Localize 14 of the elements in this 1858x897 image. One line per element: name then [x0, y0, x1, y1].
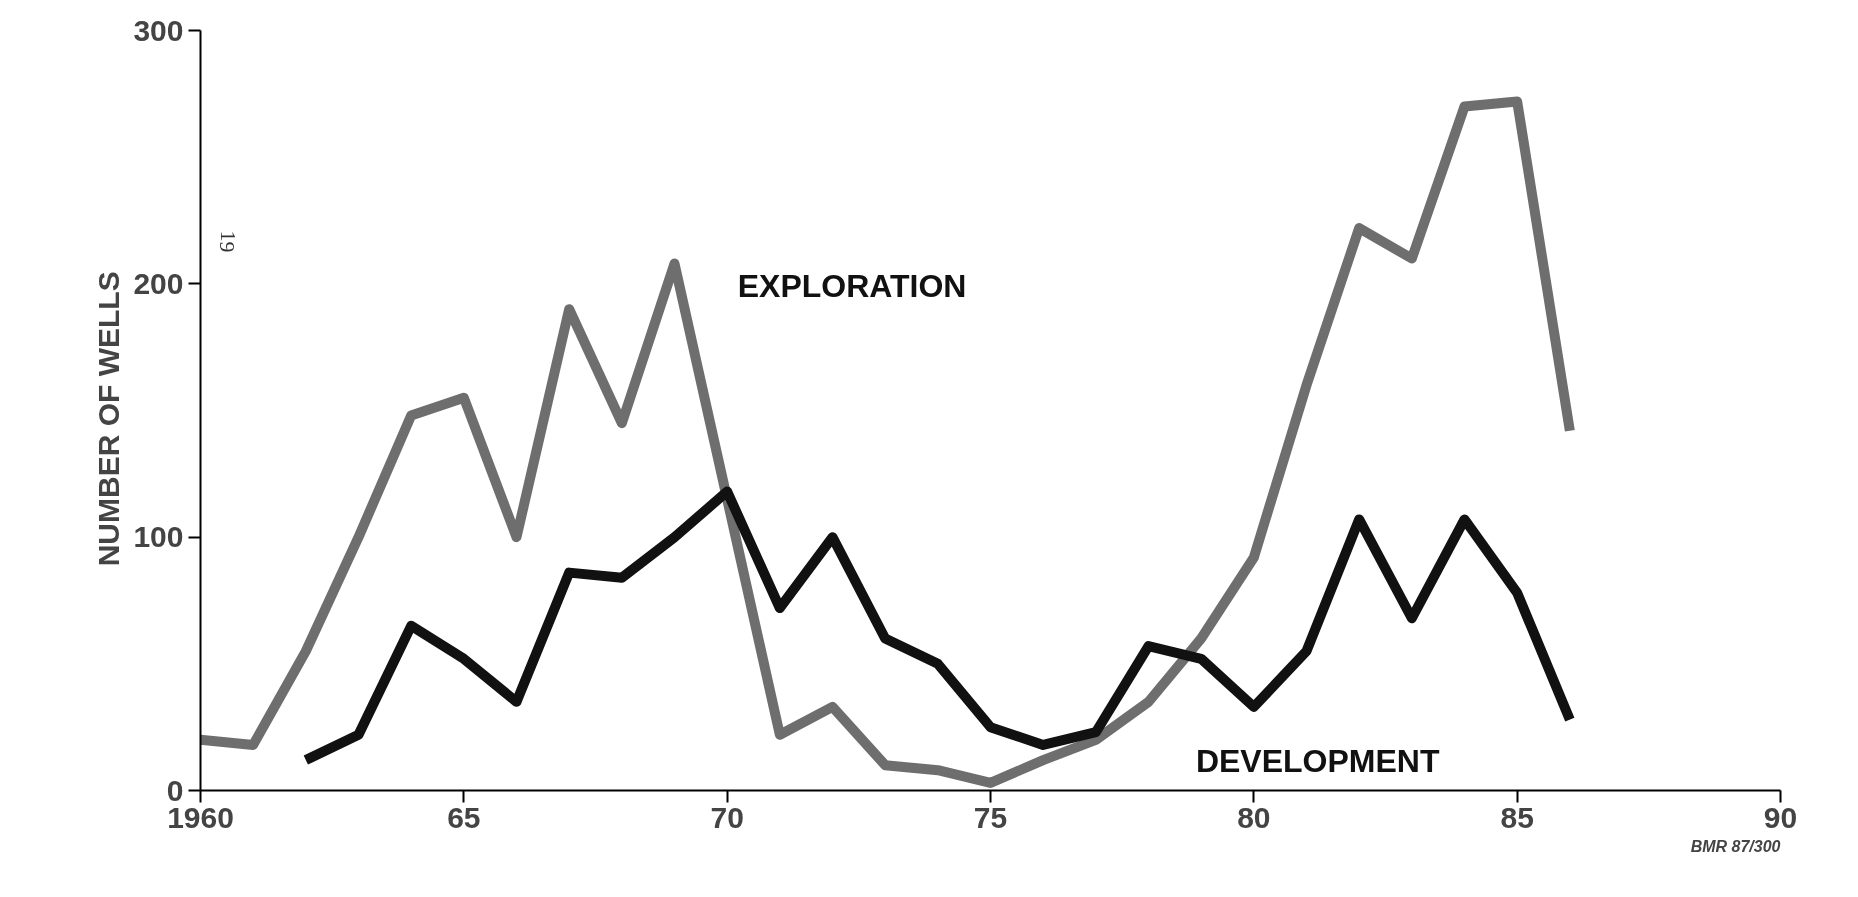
y-tick-label: 300	[133, 13, 184, 47]
x-tick-label: 85	[1500, 800, 1534, 834]
text: BMR 87/300	[1690, 837, 1781, 855]
x-tick-label: 70	[710, 800, 744, 834]
x-tick-label: 80	[1237, 800, 1271, 834]
x-tick-label: 65	[447, 800, 481, 834]
x-tick-label: 90	[1763, 800, 1798, 834]
series-label: EXPLORATION	[737, 268, 967, 305]
y-tick-label: 200	[133, 266, 184, 300]
annotation: 19	[215, 230, 241, 253]
text: DEVELOPMENT	[1195, 743, 1440, 780]
y-tick-label: 100	[133, 520, 184, 554]
x-tick-label: 75	[973, 800, 1008, 834]
y-axis-title: NUMBER OF WELLS	[92, 271, 126, 567]
